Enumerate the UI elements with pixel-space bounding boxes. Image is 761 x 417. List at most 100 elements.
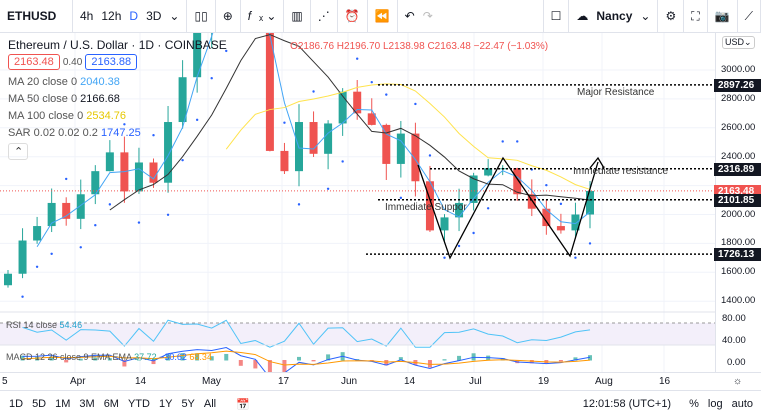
replay-icon[interactable]: ⏪ [368,0,398,33]
macd-histogram-bar [427,360,432,368]
candle-body [586,190,594,215]
time-tick: 17 [278,376,290,387]
goto-date-icon[interactable]: 📅 [236,398,250,411]
macd-histogram-bar [457,355,462,361]
rsi-line [22,319,591,348]
candle-body [76,194,85,219]
sar-dot [588,242,592,245]
sar-dot [414,102,417,106]
candle-body [469,175,478,203]
sar-dot [326,187,330,190]
bottom-bar: 1D 5D 1M 3M 6M YTD 1Y 5Y All 📅 12:01:58 … [0,390,761,417]
indicator-ma100[interactable]: MA 100 close 0 2534.76 [8,110,127,122]
sar-dot [166,213,170,216]
currency-select[interactable]: USD⌄ [722,36,755,49]
rsi-axis-80: 80.00 [722,313,746,324]
macd-histogram-bar [326,354,331,361]
time-axis[interactable]: 5 Apr 14 May 17 Jun 14 Jul 19 Aug 16 ☼ [0,372,761,390]
time-tick: Jun [341,376,358,387]
range-all[interactable]: All [203,398,217,410]
layout-icon[interactable]: ☐ [542,0,570,33]
sell-price[interactable]: 2163.48 [8,54,60,70]
price-tick: 2400.00 [721,150,756,162]
candle-body [396,133,405,164]
macd-histogram-bar [151,360,156,365]
range-1y[interactable]: 1Y [158,398,173,410]
candle-body [193,33,202,78]
range-6m[interactable]: 6M [103,398,119,410]
chevron-down-icon[interactable]: ⌄ [169,9,180,23]
sar-dot [443,256,446,259]
gear-icon[interactable]: ⚙ [658,0,685,33]
time-tick: Apr [70,376,86,387]
percent-toggle[interactable]: % [689,398,699,410]
candle-body [484,168,493,176]
macd-legend[interactable]: MACD 12 26 close 9 EMA EMA 37.72 −30.62 … [6,352,212,362]
chart-area[interactable]: Major Resistance Immediate resistance Imme… [0,33,715,372]
sar-dot [356,57,359,60]
fullscreen-icon[interactable]: ⛶ [684,0,708,33]
collapse-legend-button[interactable]: ⌃ [8,143,28,160]
symbol-search[interactable]: ETHUSD [0,0,73,33]
ma50-line [109,34,591,211]
major-resistance-label: Major Resistance [577,87,655,98]
range-1d[interactable]: 1D [9,398,24,410]
sar-dot [341,160,344,163]
indicator-ma20[interactable]: MA 20 close 0 2040.38 [8,76,120,88]
candle-body [4,273,12,286]
candle-body [542,208,551,227]
macd-histogram-bar [78,358,83,361]
candle-body [105,152,114,172]
sar-dot [574,256,577,259]
sar-dot [181,158,184,162]
range-5d[interactable]: 5D [32,398,47,410]
auto-toggle[interactable]: auto [731,398,753,410]
rsi-legend[interactable]: RSI 14 close 54.46 [6,320,83,330]
templates-icon[interactable]: ⋰ [311,0,338,33]
settings-sun-icon[interactable]: ☼ [733,376,743,387]
candles-icon[interactable]: ▯▯ [187,0,216,33]
spread: 0.40 [62,57,83,68]
save-layout[interactable]: ☁ Nancy ⌄ [569,0,659,33]
sar-dot [123,123,126,126]
interval-3d[interactable]: 3D [146,9,162,23]
log-toggle[interactable]: log [707,398,723,410]
buy-price[interactable]: 2163.88 [85,54,138,70]
bar-chart-icon[interactable]: ▥ [284,0,311,33]
w-pattern-line [417,156,599,260]
indicator-ma50[interactable]: MA 50 close 0 2166.68 [8,93,120,105]
interval-4h[interactable]: 4h [80,9,94,23]
sar-dot [195,118,199,122]
range-ytd[interactable]: YTD [127,398,150,410]
alert-icon[interactable]: ⏰ [338,0,368,33]
ma20-line [36,33,591,248]
sar-dot [108,203,112,206]
interval-d[interactable]: D [129,9,139,23]
candle-body [134,162,143,192]
macd-line [22,347,591,372]
candle-body [353,91,362,114]
macd-histogram-bar [297,356,301,361]
camera-icon[interactable]: 📷 [708,0,738,33]
sar-dot [210,77,213,80]
interval-12h[interactable]: 12h [101,9,122,23]
ohlc-close: C2163.48 [427,41,471,52]
candle-body [455,202,464,218]
redo-icon[interactable]: ↷ [422,9,433,23]
macd-histogram-bar [136,359,141,361]
add-compare-icon[interactable]: ⊕ [216,0,241,33]
undo-icon[interactable]: ↶ ↷ [404,9,433,23]
macd-histogram-bar [384,360,389,366]
time-tick: Jul [469,376,482,387]
range-1m[interactable]: 1M [55,398,71,410]
indicator-sar[interactable]: SAR 0.02 0.02 0.2 1747.25 [8,127,141,139]
time-tick: 14 [135,376,147,387]
range-3m[interactable]: 3M [79,398,95,410]
sar-dot [283,121,286,124]
macd-histogram-bar [442,359,447,361]
trend-icon[interactable]: ⟋ [738,0,761,33]
range-5y[interactable]: 5Y [181,398,195,410]
candle-body [527,194,536,209]
macd-histogram-bar [529,360,534,364]
